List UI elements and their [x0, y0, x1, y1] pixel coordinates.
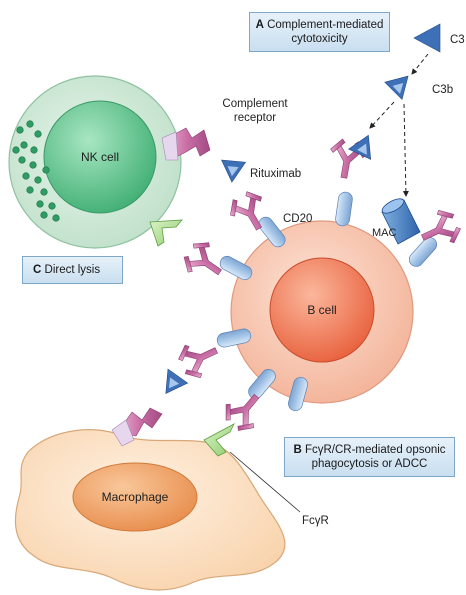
nk-cell-label: NK cell [60, 150, 140, 164]
box-b-line2: phagocytosis or ADCC [285, 457, 454, 471]
nk-fc-receptor [150, 220, 182, 246]
mac-label: MAC [372, 226, 396, 240]
box-a-letter: A [256, 19, 264, 31]
b-cell-label: B cell [282, 303, 362, 317]
complement-receptor-line2: receptor [234, 112, 276, 124]
box-c-line1: Direct lysis [45, 264, 101, 276]
box-b-line1: FcγR/CR-mediated opsonic [305, 444, 446, 456]
c3-label: C3 [450, 33, 465, 47]
macrophage-label: Macrophage [95, 490, 175, 504]
box-c-letter: C [33, 264, 41, 276]
box-c: C Direct lysis [22, 256, 123, 284]
fcgr-label: FcγR [302, 514, 329, 528]
box-a-line1: Complement-mediated [267, 19, 383, 31]
cd20-label: CD20 [283, 212, 312, 226]
box-a: A Complement-mediated cytotoxicity [249, 12, 390, 52]
macrophage-cell [15, 430, 284, 590]
c3b-molecule [384, 76, 411, 102]
box-b-letter: B [293, 444, 301, 456]
cascade-arrows [370, 54, 428, 196]
box-a-line2: cytotoxicity [250, 32, 389, 46]
rituximab-label: Rituximab [250, 167, 301, 181]
c3-molecule [414, 24, 440, 52]
complement-receptor-line1: Complement [222, 98, 287, 110]
box-b: B FcγR/CR-mediated opsonic phagocytosis … [284, 437, 455, 477]
c3b-label: C3b [432, 83, 453, 97]
complement-receptor-label: Complement receptor [210, 97, 300, 125]
